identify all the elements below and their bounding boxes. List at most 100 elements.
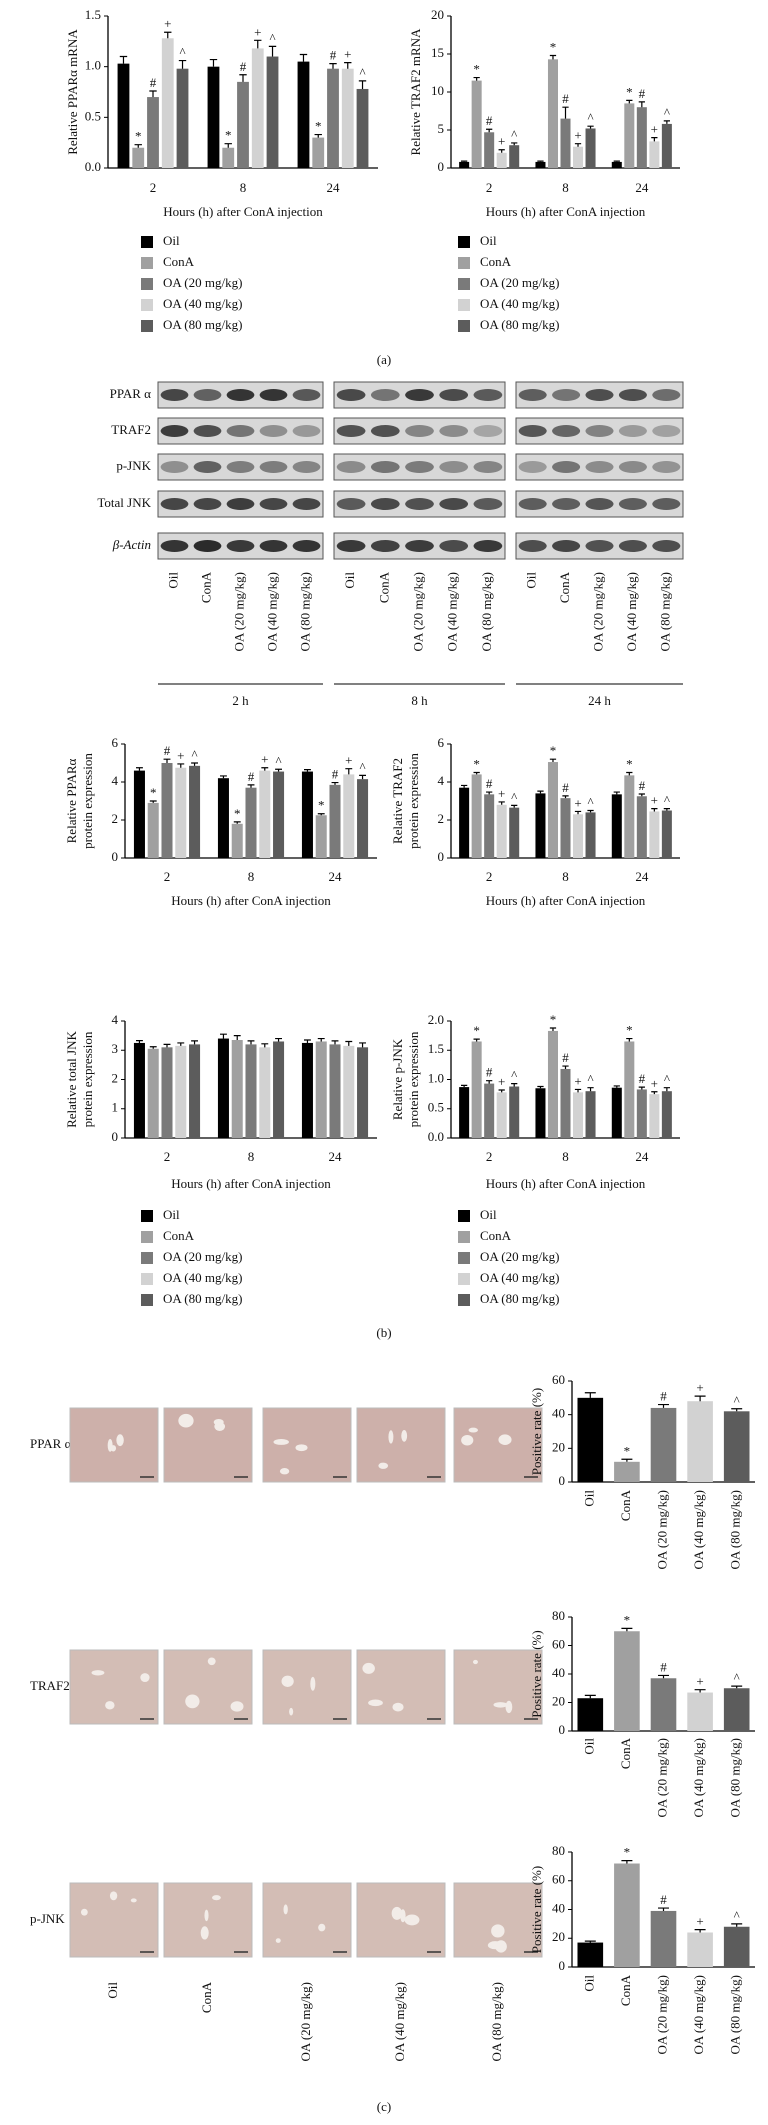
error-bar — [537, 160, 544, 162]
error-bar — [220, 775, 227, 779]
error-bar — [694, 1395, 706, 1402]
bar — [624, 103, 635, 168]
error-bar — [314, 133, 322, 138]
bar — [245, 787, 257, 858]
bar — [217, 778, 229, 858]
histology-vessel — [491, 1924, 505, 1938]
bar — [687, 1932, 713, 1967]
blot-band — [405, 425, 434, 437]
legend-swatch — [141, 1252, 153, 1264]
bar — [611, 794, 622, 858]
significance-marker: # — [240, 59, 247, 74]
bar — [484, 794, 495, 858]
significance-marker: + — [177, 748, 184, 763]
y-tick-label: 6 — [112, 735, 119, 750]
error-bar — [331, 1040, 339, 1045]
blot-row-label: β-Actin — [112, 537, 151, 552]
blot-band — [405, 540, 434, 552]
blot-band — [193, 540, 222, 552]
error-bar — [247, 1040, 255, 1045]
bar — [189, 1044, 201, 1138]
legend-label: OA (40 mg/kg) — [163, 1270, 242, 1285]
bar — [175, 767, 187, 858]
error-bar — [149, 800, 157, 803]
blot-row-label: Total JNK — [97, 495, 151, 510]
y-axis-label: Positive rate (%) — [529, 1388, 544, 1475]
error-bar — [638, 101, 645, 108]
blot-band — [618, 461, 647, 473]
error-bar — [329, 63, 337, 69]
lane-label: ConA — [376, 571, 391, 603]
significance-marker: + — [254, 24, 261, 39]
blot-band — [552, 540, 581, 552]
histology-image — [69, 1649, 159, 1725]
significance-marker: # — [486, 113, 493, 128]
bar — [624, 775, 635, 858]
bar — [614, 1631, 640, 1731]
x-tick-label: 2 — [164, 1149, 171, 1164]
x-tick-label: 24 — [327, 180, 341, 195]
blot-band — [336, 540, 366, 552]
error-bar — [136, 767, 143, 771]
blot-band — [336, 461, 366, 473]
x-tick-label: 8 — [562, 869, 569, 884]
significance-marker: * — [234, 806, 241, 821]
y-tick-label: 0.0 — [428, 1129, 444, 1144]
blot-band — [160, 540, 189, 552]
error-bar — [613, 791, 620, 795]
bar — [723, 1926, 750, 1967]
x-tick-label: ConA — [618, 1974, 633, 2006]
error-bar — [163, 758, 171, 763]
legend-label: OA (80 mg/kg) — [480, 1291, 559, 1306]
blot-band — [226, 389, 255, 401]
blot-strip — [515, 417, 684, 445]
y-tick-label: 1.0 — [85, 58, 101, 73]
error-bar — [461, 1084, 468, 1088]
error-bar — [461, 784, 468, 788]
y-tick-label: 0 — [112, 1129, 119, 1144]
bar — [723, 1688, 750, 1731]
error-bar — [613, 160, 620, 162]
y-tick-label: 4 — [112, 773, 119, 788]
blot-band — [552, 389, 581, 401]
error-bar — [621, 1860, 633, 1864]
significance-marker: + — [574, 795, 581, 810]
y-axis-label: Relative total JNK — [64, 1031, 79, 1128]
error-bar — [731, 1685, 743, 1689]
lane-label: ConA — [557, 571, 572, 603]
x-tick-label: 24 — [635, 869, 649, 884]
histology-row-label: PPAR α — [30, 1436, 72, 1451]
error-bar — [549, 1027, 557, 1031]
bar — [297, 61, 310, 168]
group-label: 24 h — [588, 693, 611, 708]
bar — [222, 147, 235, 168]
x-tick-label: OA (20 mg/kg) — [654, 1738, 669, 1817]
significance-marker: ^ — [664, 105, 670, 120]
legend-swatch — [458, 1273, 470, 1285]
significance-marker: # — [562, 91, 569, 106]
bar — [259, 770, 271, 858]
histology-vessel — [498, 1434, 512, 1445]
histology-vessel — [283, 1904, 288, 1915]
significance-marker: # — [660, 1892, 667, 1907]
error-bar — [574, 143, 582, 147]
histology-vessel — [400, 1909, 406, 1923]
legend-label: ConA — [163, 254, 195, 269]
bar — [636, 107, 647, 168]
error-bar — [331, 781, 339, 785]
error-bar — [574, 1088, 582, 1093]
significance-marker: # — [164, 743, 171, 758]
bar — [650, 1678, 677, 1731]
legend-swatch — [141, 257, 153, 269]
x-tick-label: OA (40 mg/kg) — [691, 1975, 706, 2054]
bar — [189, 765, 201, 858]
significance-marker: # — [639, 86, 646, 101]
error-bar — [663, 1087, 670, 1092]
bar — [560, 798, 571, 858]
legend-swatch — [141, 320, 153, 332]
bar — [357, 779, 369, 858]
significance-marker: * — [550, 1012, 557, 1027]
significance-marker: * — [225, 128, 232, 143]
x-tick-label: OA (80 mg/kg) — [728, 1738, 743, 1817]
